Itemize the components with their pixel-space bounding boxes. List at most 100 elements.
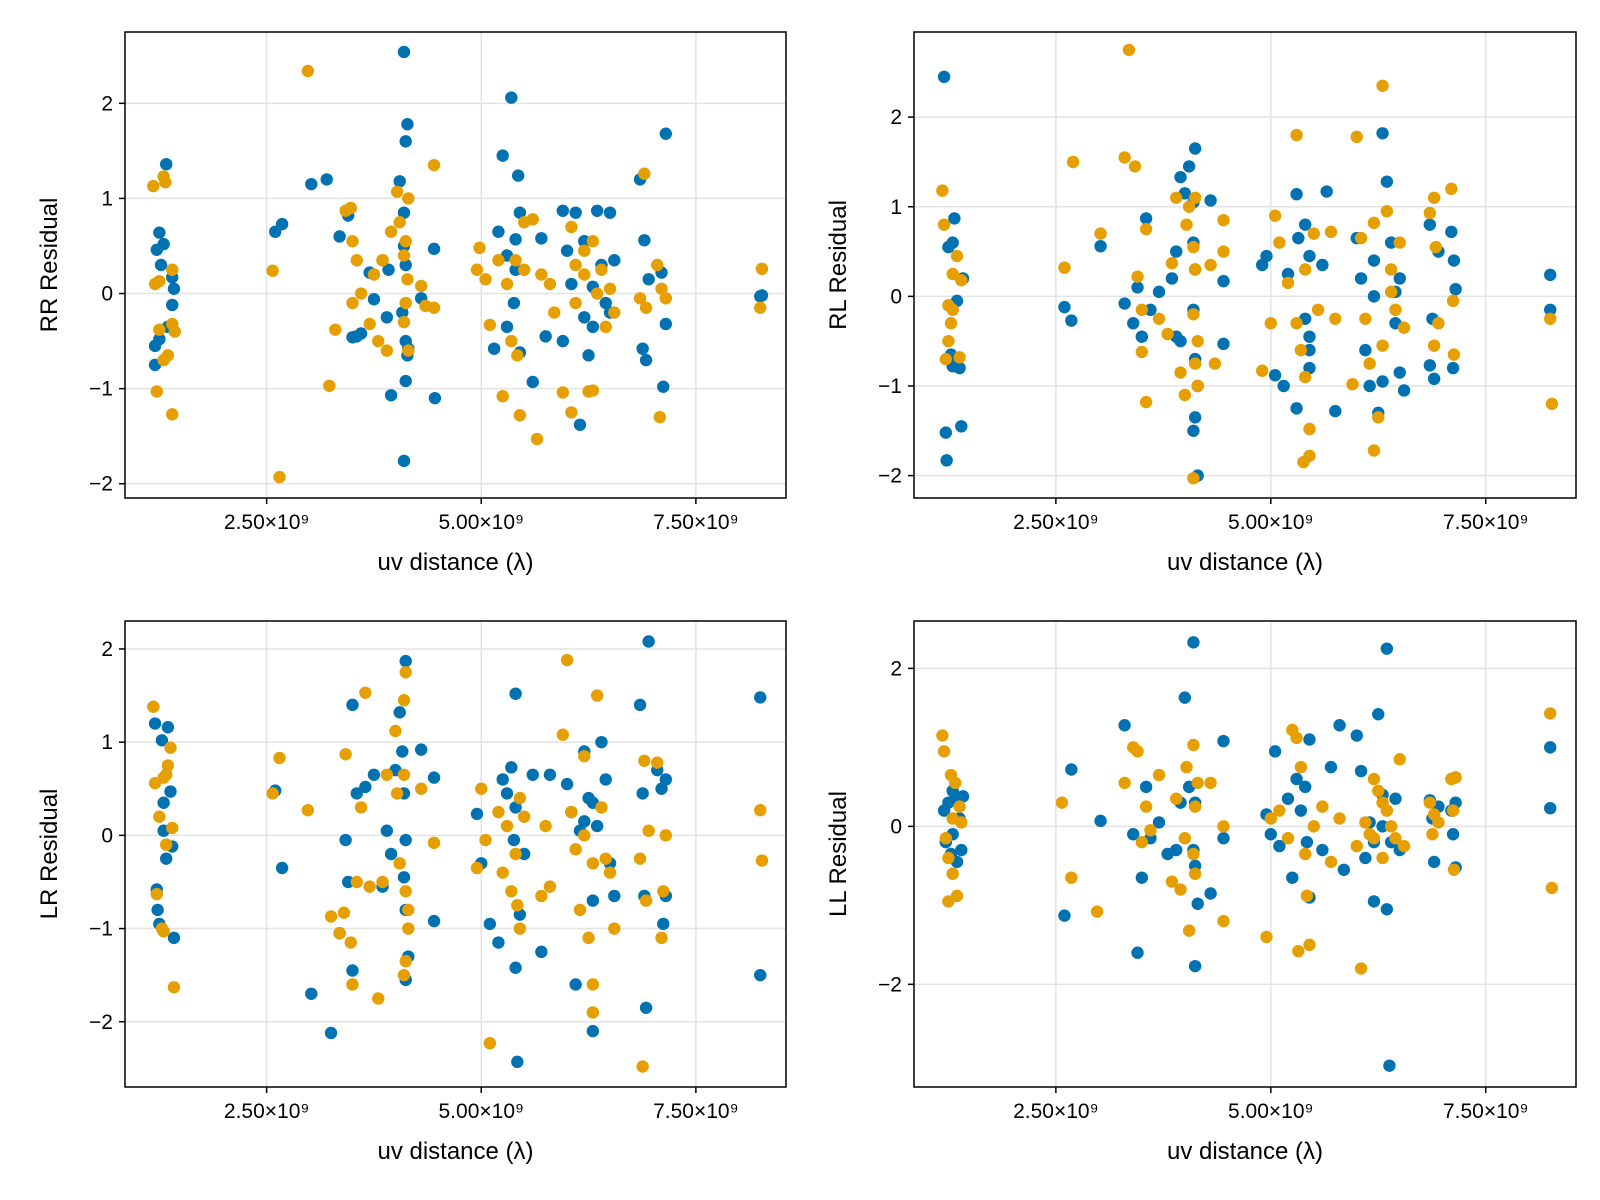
scatter-point [955, 843, 968, 857]
scatter-point [657, 885, 670, 898]
scatter-point [492, 254, 505, 267]
scatter-point [509, 687, 522, 700]
scatter-point [1139, 222, 1153, 236]
scatter-point [1135, 835, 1149, 849]
scatter-point [1316, 258, 1329, 272]
scatter-point [161, 721, 175, 734]
scatter-point [1188, 800, 1202, 813]
scatter-point [1118, 297, 1131, 310]
x-tick-label: 2.50×10⁹ [1013, 1100, 1099, 1123]
scatter-point [1281, 267, 1295, 281]
scatter-point [1131, 745, 1144, 758]
scatter-point [1281, 832, 1295, 845]
plot-frame [913, 31, 1577, 499]
scatter-point [1311, 303, 1325, 317]
scatter-point [944, 317, 958, 330]
scatter-point [1303, 733, 1316, 746]
scatter-point [1281, 792, 1295, 805]
scatter-point [496, 866, 509, 879]
scatter-point [946, 303, 959, 317]
series-orange [147, 653, 769, 1073]
scatter-point [651, 258, 664, 272]
scatter-point [573, 418, 587, 431]
scatter-point [754, 301, 767, 314]
scatter-point [397, 694, 411, 707]
scatter-point [755, 262, 769, 276]
scatter-point [569, 843, 582, 856]
scatter-point [1208, 357, 1222, 370]
scatter-point [1188, 357, 1202, 370]
x-tick-label: 7.50×10⁹ [1443, 511, 1529, 534]
y-tick-label: −1 [878, 375, 902, 398]
scatter-point [659, 317, 673, 331]
scatter-point [1384, 263, 1398, 276]
scatter-point [595, 735, 608, 749]
scatter-point [333, 230, 346, 243]
scatter-point [1174, 883, 1187, 896]
scatter-point [1397, 839, 1411, 853]
series-orange [936, 43, 1559, 485]
scatter-point [1170, 191, 1183, 204]
scatter-point [359, 686, 372, 699]
scatter-point [936, 184, 949, 197]
scatter-point [393, 175, 406, 188]
scatter-point [1055, 796, 1069, 809]
scatter-point [582, 349, 595, 362]
scatter-point [168, 325, 181, 338]
scatter-point [535, 945, 548, 959]
scatter-point [1217, 337, 1230, 351]
scatter-point [639, 1001, 653, 1014]
scatter-point [1094, 239, 1107, 253]
scatter-point [511, 169, 525, 182]
scatter-point [397, 968, 411, 982]
scatter-point [505, 91, 518, 104]
scatter-point [603, 282, 617, 295]
scatter-point [393, 706, 406, 719]
scatter-point [428, 391, 442, 405]
x-axis-label: uv distance (λ) [1167, 1138, 1323, 1165]
scatter-point [1298, 370, 1312, 384]
scatter-point [657, 917, 670, 931]
scatter-point [1187, 240, 1200, 254]
scatter-point [496, 773, 509, 786]
scatter-point [1152, 312, 1166, 325]
scatter-point [659, 829, 673, 842]
scatter-point [1188, 263, 1202, 276]
scatter-point [1447, 863, 1461, 876]
scatter-point [1376, 79, 1389, 92]
scatter-point [755, 854, 769, 867]
scatter-point [399, 654, 412, 668]
scatter-point [397, 315, 411, 329]
scatter-point [1122, 43, 1136, 57]
scatter-point [401, 118, 414, 131]
scatter-point [507, 296, 521, 310]
scatter-point [1290, 188, 1303, 201]
scatter-point [1118, 776, 1131, 790]
scatter-point [147, 700, 160, 713]
scatter-point [1446, 361, 1460, 375]
scatter-point [305, 177, 318, 191]
y-tick-label: −2 [89, 1011, 113, 1034]
scatter-point [1324, 760, 1338, 774]
scatter-point [1350, 729, 1363, 742]
scatter-point [1544, 312, 1557, 325]
scatter-point [599, 773, 612, 786]
scatter-point [1367, 254, 1381, 267]
scatter-point [1217, 914, 1230, 928]
scatter-point [509, 801, 522, 814]
scatter-point [1058, 261, 1071, 274]
scatter-point [1204, 258, 1217, 272]
scatter-point [1372, 784, 1385, 798]
scatter-point [1367, 216, 1381, 230]
x-tick-label: 5.00×10⁹ [1228, 511, 1314, 534]
scatter-point [1380, 205, 1394, 218]
scatter-point [1367, 772, 1381, 786]
scatter-point [1303, 249, 1316, 263]
x-axis-label: uv distance (λ) [377, 549, 533, 576]
scatter-point [350, 875, 363, 889]
scatter-point [389, 724, 402, 738]
x-tick-label: 2.50×10⁹ [224, 1100, 310, 1123]
scatter-point [754, 803, 767, 817]
scatter-point [166, 408, 179, 421]
scatter-point [153, 332, 166, 346]
